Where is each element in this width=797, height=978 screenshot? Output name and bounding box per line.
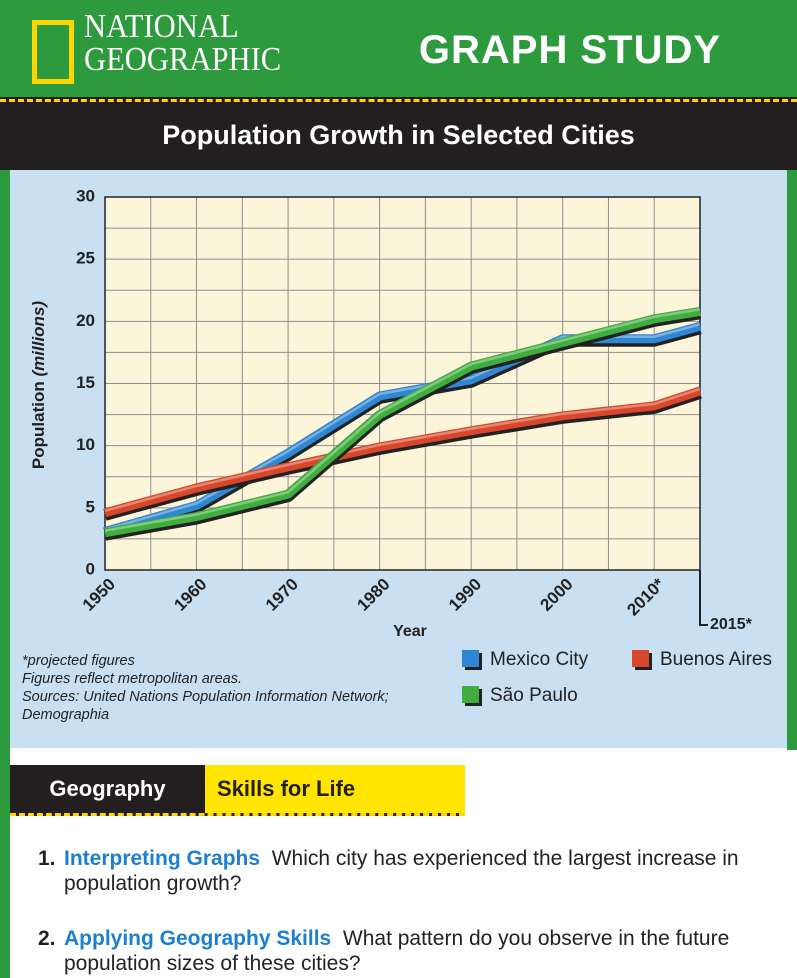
- note: Figures reflect metropolitan areas.: [22, 671, 243, 687]
- line-highlight: [104, 308, 701, 532]
- y-tick-label: 10: [76, 435, 95, 454]
- question: 2. Applying Geography Skills What pattern…: [38, 926, 784, 976]
- plot-border: [104, 196, 701, 571]
- legend-swatch: [632, 650, 649, 667]
- legend-label: Buenos Aires: [660, 649, 772, 670]
- y-axis-label: Population (millions): [29, 301, 48, 469]
- x-axis-label: Year: [393, 623, 427, 640]
- x-tick-label: 2015*: [710, 616, 753, 633]
- y-tick-label: 5: [86, 497, 95, 516]
- question-text: What pattern do you observe in the futur…: [64, 927, 730, 975]
- side-stripe: [0, 0, 10, 978]
- chart-title: Population Growth in Selected Cities: [162, 120, 635, 150]
- legend-swatch: [462, 650, 479, 667]
- title-band: [0, 97, 797, 170]
- header-band: [0, 0, 797, 97]
- series-line: [104, 306, 701, 538]
- y-tick-label: 30: [76, 186, 95, 205]
- question-heading: Applying Geography Skills: [64, 927, 332, 950]
- y-tick-label: 0: [86, 559, 95, 578]
- section-title: GRAPH STUDY: [418, 28, 722, 72]
- legend-label: São Paulo: [490, 685, 578, 706]
- note: *projected figures: [22, 653, 135, 669]
- skills-title: Skills for Life: [205, 765, 465, 813]
- y-label-text: Population: [29, 381, 48, 469]
- dash-line: [0, 99, 797, 102]
- note: Sources: United Nations Population Infor…: [22, 689, 389, 723]
- question-number: 2.: [38, 927, 56, 950]
- question: 1. Interpreting Graphs Which city has exp…: [38, 846, 784, 896]
- y-label-unit: (millions): [29, 301, 48, 377]
- notes: *projected figures Figures reflect metro…: [22, 652, 402, 724]
- logo-frame: [32, 20, 74, 84]
- question-heading: Interpreting Graphs: [64, 847, 261, 870]
- tick-bracket: [699, 570, 708, 626]
- question-text: Which city has experienced the largest i…: [64, 847, 739, 895]
- question-number: 1.: [38, 847, 56, 870]
- legend-label: Mexico City: [490, 649, 589, 670]
- skills-tag: Geography: [10, 765, 205, 813]
- dash-line: [10, 813, 465, 816]
- y-tick-label: 20: [76, 311, 95, 330]
- y-tick-label: 15: [76, 373, 95, 392]
- brand-line: GEOGRAPHIC: [84, 41, 282, 78]
- y-tick-label: 25: [76, 249, 95, 268]
- brand-line: NATIONAL: [84, 8, 239, 45]
- side-stripe: [787, 170, 797, 750]
- line-highlight: [104, 387, 701, 513]
- series-line: [103, 386, 702, 518]
- brand: NATIONAL GEOGRAPHIC: [84, 8, 282, 78]
- legend-swatch: [462, 686, 479, 703]
